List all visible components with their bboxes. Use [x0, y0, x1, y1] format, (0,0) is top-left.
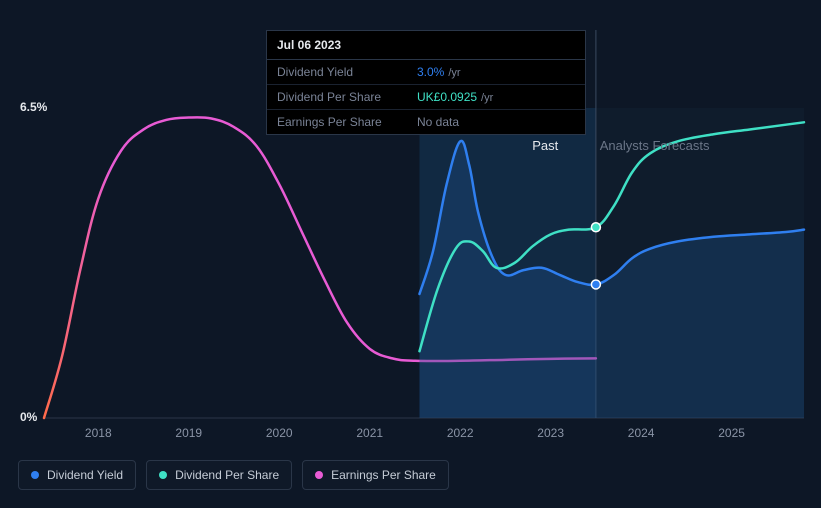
forecast-region-label: Analysts Forecasts [600, 138, 710, 153]
x-tick-label: 2022 [447, 426, 474, 440]
x-tick-label: 2024 [628, 426, 655, 440]
dividend_per_share-marker [591, 223, 600, 232]
chart-legend: Dividend Yield Dividend Per Share Earnings… [18, 460, 449, 490]
legend-label: Earnings Per Share [331, 468, 436, 482]
tooltip-key: Dividend Yield [277, 65, 417, 79]
legend-item-dividend-per-share[interactable]: Dividend Per Share [146, 460, 292, 490]
y-tick-label: 0% [20, 410, 37, 424]
legend-label: Dividend Yield [47, 468, 123, 482]
tooltip-key: Dividend Per Share [277, 90, 417, 104]
legend-dot-icon [315, 471, 323, 479]
x-tick-label: 2019 [175, 426, 202, 440]
tooltip-row: Dividend Yield3.0%/yr [267, 60, 585, 85]
tooltip-value: 3.0%/yr [417, 65, 461, 79]
chart-container: 0%6.5% 20182019202020212022202320242025 … [0, 0, 821, 508]
tooltip-value: No data [417, 115, 459, 129]
tooltip-row: Earnings Per ShareNo data [267, 110, 585, 134]
tooltip-row: Dividend Per ShareUK£0.0925/yr [267, 85, 585, 110]
legend-dot-icon [159, 471, 167, 479]
tooltip-value: UK£0.0925/yr [417, 90, 493, 104]
legend-item-earnings-per-share[interactable]: Earnings Per Share [302, 460, 449, 490]
x-tick-label: 2021 [356, 426, 383, 440]
x-tick-label: 2025 [718, 426, 745, 440]
legend-label: Dividend Per Share [175, 468, 279, 482]
tooltip-key: Earnings Per Share [277, 115, 417, 129]
legend-dot-icon [31, 471, 39, 479]
y-tick-label: 6.5% [20, 100, 47, 114]
chart-tooltip: Jul 06 2023 Dividend Yield3.0%/yrDividen… [266, 30, 586, 135]
x-tick-label: 2023 [537, 426, 564, 440]
legend-item-dividend-yield[interactable]: Dividend Yield [18, 460, 136, 490]
x-tick-label: 2018 [85, 426, 112, 440]
past-region-label: Past [532, 138, 558, 153]
x-tick-label: 2020 [266, 426, 293, 440]
dividend_yield-marker [591, 280, 600, 289]
tooltip-date: Jul 06 2023 [267, 31, 585, 60]
